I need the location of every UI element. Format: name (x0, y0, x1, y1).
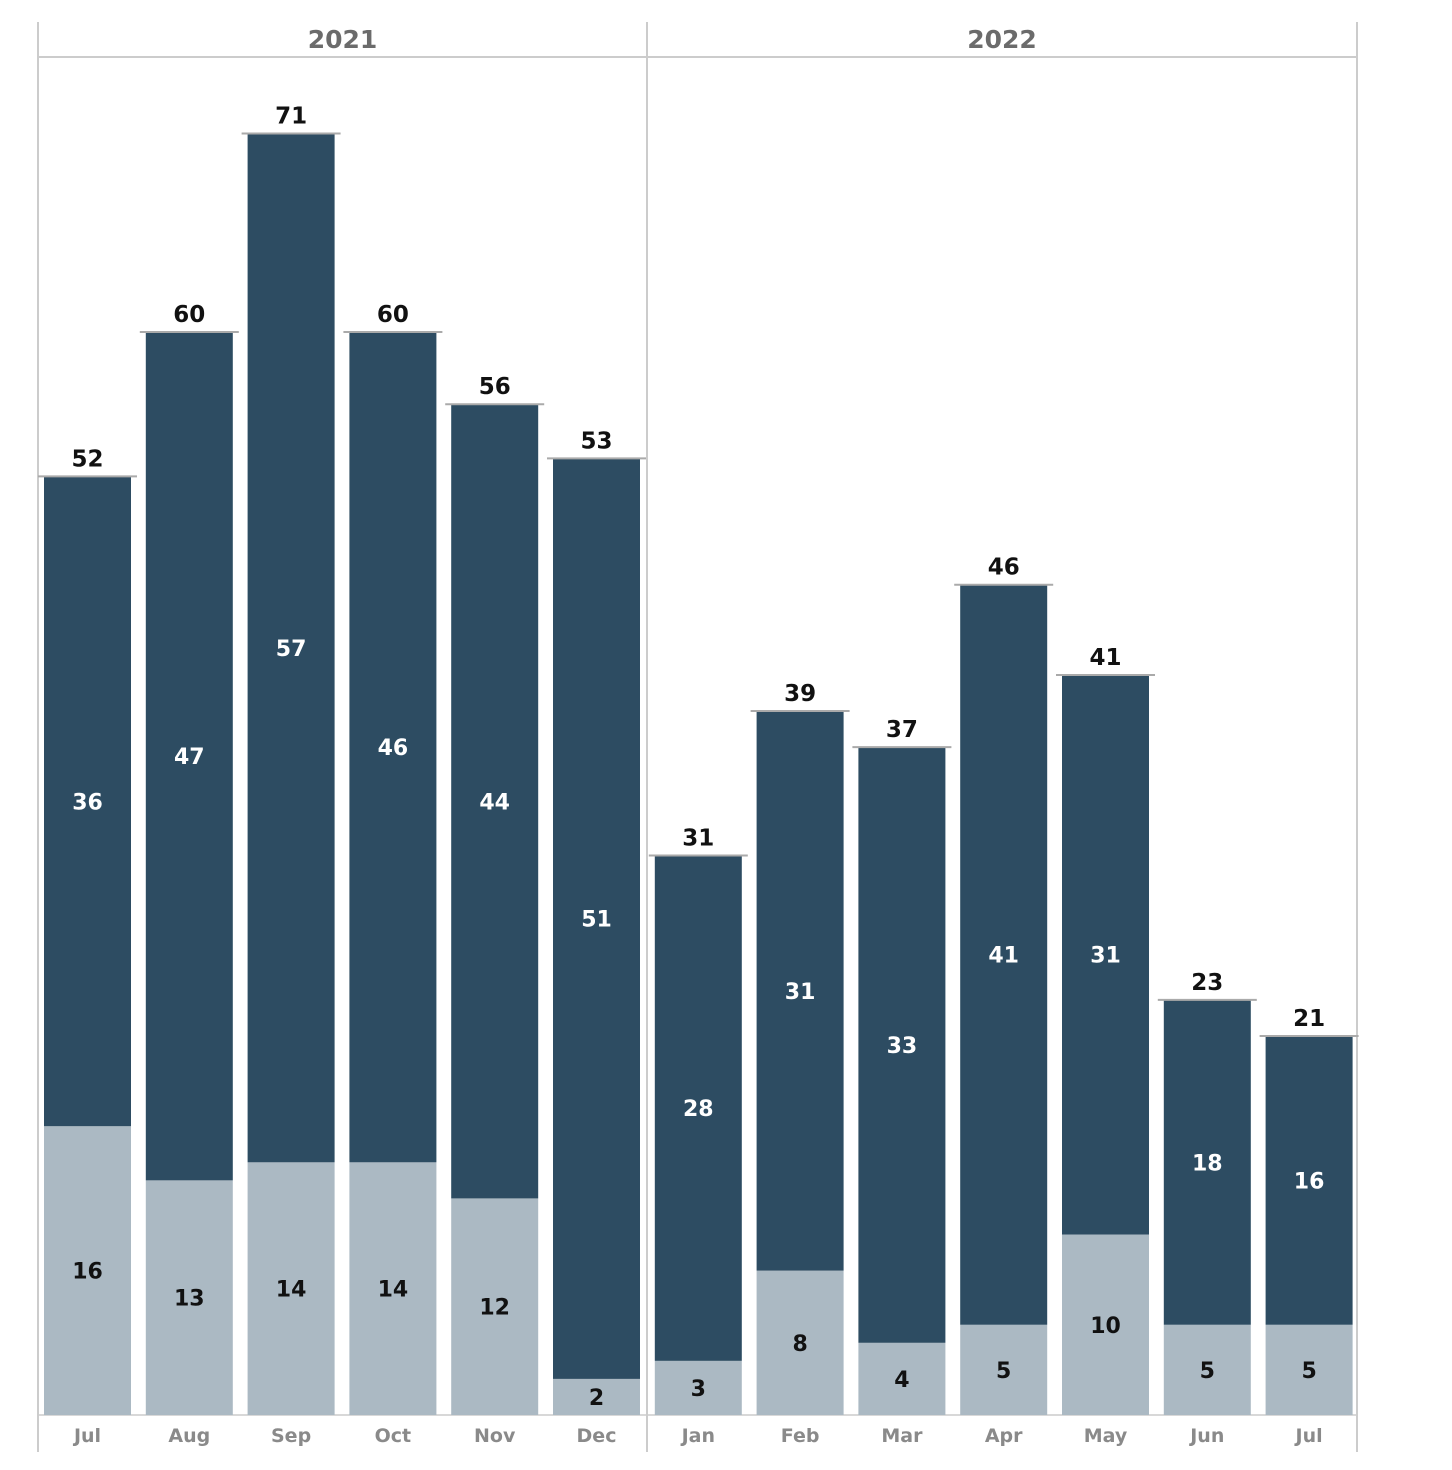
month-label-12: Jul (1294, 1425, 1323, 1447)
bar-lower-label-6: 3 (691, 1377, 706, 1402)
bar-upper-10 (1062, 674, 1149, 1235)
bar-lower-8 (858, 1342, 946, 1415)
bar-lower-1 (145, 1180, 233, 1415)
month-label-3: Oct (375, 1425, 412, 1447)
bar-upper-4 (451, 404, 539, 1199)
bar-total-label-6: 31 (682, 825, 714, 851)
month-label-9: Apr (985, 1425, 1023, 1447)
bar-upper-label-12: 16 (1294, 1169, 1325, 1194)
bar-upper-1 (145, 332, 233, 1181)
bar-lower-label-1: 13 (174, 1287, 205, 1312)
month-label-0: Jul (72, 1425, 101, 1447)
bar-lower-10 (1062, 1234, 1149, 1415)
bar-upper-label-2: 57 (276, 637, 307, 662)
bar-lower-6 (654, 1360, 742, 1415)
bar-upper-7 (756, 711, 844, 1271)
month-label-11: Jun (1188, 1425, 1224, 1447)
bar-total-label-12: 21 (1293, 1006, 1325, 1032)
bar-upper-2 (247, 133, 335, 1163)
bar-total-label-0: 52 (71, 446, 103, 472)
bar-total-label-3: 60 (377, 302, 409, 328)
bar-upper-5 (553, 458, 640, 1379)
bar-upper-8 (858, 747, 946, 1343)
bar-upper-9 (960, 584, 1048, 1325)
bar-lower-label-9: 5 (996, 1359, 1011, 1384)
bar-total-label-5: 53 (580, 428, 612, 454)
bar-upper-label-4: 44 (479, 790, 510, 815)
bar-lower-label-12: 5 (1301, 1359, 1316, 1384)
bar-upper-0 (44, 476, 131, 1127)
labels: 2021 2022163652Jul134760Aug145771Sep14466… (71, 25, 1325, 1447)
bar-lower-2 (247, 1162, 335, 1415)
bar-lower-label-5: 2 (589, 1386, 604, 1411)
bar-total-label-11: 23 (1191, 970, 1223, 996)
month-label-5: Dec (577, 1425, 617, 1447)
month-label-6: Jan (680, 1425, 715, 1447)
bar-lower-3 (349, 1162, 437, 1415)
bar-lower-5 (553, 1378, 640, 1415)
bar-upper-3 (349, 332, 437, 1163)
month-label-1: Aug (168, 1425, 210, 1447)
month-label-8: Mar (881, 1425, 923, 1447)
bar-lower-label-3: 14 (378, 1278, 409, 1303)
bar-lower-9 (960, 1324, 1048, 1415)
bar-lower-12 (1265, 1324, 1353, 1415)
bar-total-label-7: 39 (784, 681, 816, 707)
month-label-10: May (1084, 1425, 1128, 1447)
bar-upper-label-6: 28 (683, 1097, 714, 1122)
bar-total-label-2: 71 (275, 103, 307, 129)
month-label-2: Sep (271, 1425, 311, 1447)
bar-lower-label-4: 12 (479, 1296, 510, 1321)
bar-lower-7 (756, 1270, 844, 1415)
bar-lower-0 (44, 1126, 131, 1415)
bar-upper-label-1: 47 (174, 745, 205, 770)
bar-upper-label-3: 46 (378, 736, 409, 761)
bar-upper-label-5: 51 (581, 908, 612, 933)
year-label-2021: 2021 (308, 25, 378, 54)
bar-upper-6 (654, 855, 742, 1361)
bar-upper-label-0: 36 (72, 790, 103, 815)
bar-lower-4 (451, 1198, 539, 1415)
month-label-4: Nov (474, 1425, 516, 1447)
bar-lower-11 (1163, 1324, 1251, 1415)
bar-upper-11 (1163, 999, 1251, 1325)
bar-upper-label-9: 41 (988, 944, 1019, 969)
month-label-7: Feb (781, 1425, 820, 1447)
bar-total-label-4: 56 (479, 374, 511, 400)
bar-total-label-1: 60 (173, 302, 205, 328)
bar-upper-label-11: 18 (1192, 1151, 1223, 1176)
bar-lower-label-8: 4 (894, 1368, 909, 1393)
bar-lower-label-10: 10 (1090, 1314, 1121, 1339)
bar-lower-label-2: 14 (276, 1278, 307, 1303)
bar-lower-label-0: 16 (72, 1260, 103, 1285)
bar-upper-12 (1265, 1035, 1353, 1325)
year-label-2022: 2022 (967, 25, 1037, 54)
bar-total-label-8: 37 (886, 717, 918, 743)
bar-upper-label-10: 31 (1090, 944, 1121, 969)
bars (38, 132, 1359, 1415)
bar-lower-label-11: 5 (1200, 1359, 1215, 1384)
bar-lower-label-7: 8 (792, 1332, 807, 1357)
bar-upper-label-7: 31 (785, 980, 816, 1005)
bar-total-label-10: 41 (1089, 645, 1121, 671)
bar-total-label-9: 46 (988, 555, 1020, 581)
bar-upper-label-8: 33 (887, 1034, 918, 1059)
